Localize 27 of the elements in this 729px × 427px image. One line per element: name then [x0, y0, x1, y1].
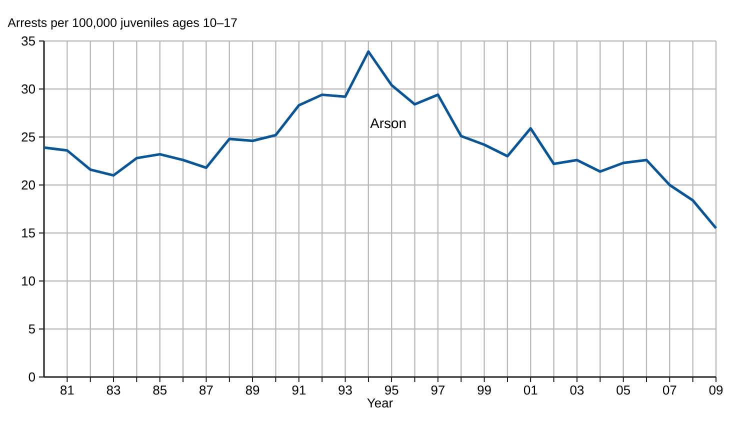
x-tick-label: 09 — [709, 385, 723, 395]
y-tick-label: 0 — [28, 372, 36, 382]
x-tick-label: 81 — [60, 385, 74, 395]
line-series — [42, 50, 718, 230]
y-tick-label: 20 — [22, 180, 36, 190]
x-tick-label: 99 — [478, 385, 491, 395]
y-tick-label: 5 — [28, 324, 35, 334]
y-tick-label: 15 — [22, 228, 35, 238]
y-tick-label: 30 — [22, 84, 36, 94]
x-tick-label: 03 — [570, 385, 584, 395]
y-tick-label: 35 — [22, 36, 35, 46]
x-tick-label: 93 — [338, 385, 352, 395]
x-tick-label: 01 — [524, 385, 538, 395]
y-tick-label: 10 — [22, 276, 36, 286]
x-tick-label: 89 — [246, 385, 260, 395]
x-tick-label: 83 — [106, 385, 120, 395]
x-tick-label: 05 — [616, 385, 630, 395]
y-axis-title: Arrests per 100,000 juveniles ages 10–17 — [8, 18, 237, 30]
x-tick-label: 87 — [200, 385, 213, 395]
series-label: Arson — [370, 118, 406, 128]
x-axis-title: Year — [367, 398, 393, 408]
x-tick-label: 91 — [292, 385, 306, 395]
x-tick-label: 97 — [431, 385, 444, 395]
x-tick-label: 07 — [662, 385, 676, 395]
x-tick-label: 95 — [384, 385, 398, 395]
y-tick-label: 25 — [22, 132, 35, 142]
x-tick-label: 85 — [153, 385, 167, 395]
